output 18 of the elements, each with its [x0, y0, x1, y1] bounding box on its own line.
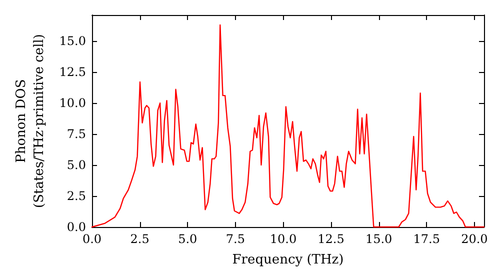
y-axis-title: Phonon DOS (States/THz·primitive cell) — [14, 34, 47, 208]
x-tick-label: 7.5 — [226, 232, 245, 246]
y-tick-label: 12.5 — [59, 65, 86, 80]
x-tick-label: 20.0 — [461, 232, 488, 246]
y-tick-label: 0.0 — [66, 220, 86, 234]
y-tick-label: 15.0 — [59, 34, 86, 48]
x-tick-label: 0.0 — [82, 232, 102, 246]
x-tick-label: 10.0 — [270, 232, 297, 246]
y-tick-label: 10.0 — [59, 96, 86, 110]
x-tick-label: 5.0 — [178, 232, 198, 246]
y-tick-label: 2.5 — [66, 189, 86, 204]
x-tick-label: 2.5 — [130, 232, 150, 246]
y-tick-label: 5.0 — [66, 158, 86, 172]
x-tick-label: 17.5 — [413, 232, 440, 246]
x-tick-label: 12.5 — [318, 232, 344, 246]
y-tick-label: 7.5 — [66, 127, 86, 142]
x-tick-label: 15.0 — [365, 232, 392, 246]
x-axis-title: Frequency (THz) — [232, 252, 344, 268]
